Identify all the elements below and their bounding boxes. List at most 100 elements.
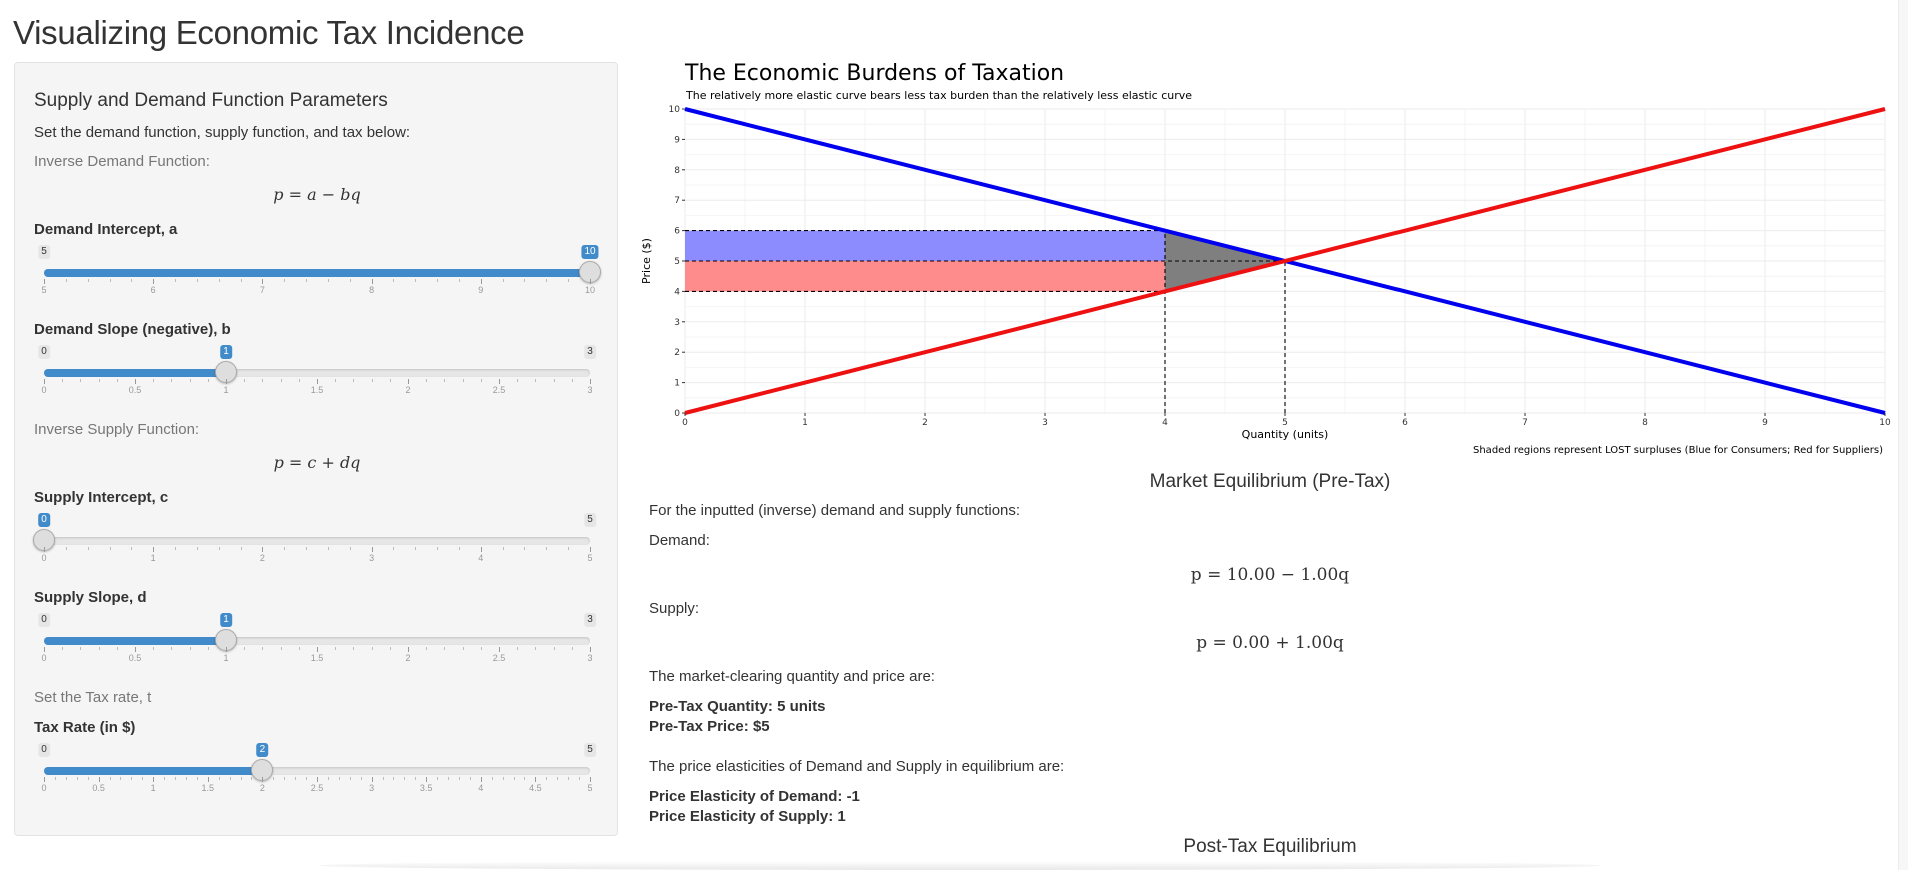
slider-minor-tick [415, 279, 417, 282]
slider-fill [44, 637, 226, 645]
slider-tick-label: 8 [369, 285, 375, 295]
slider-tick [153, 279, 155, 284]
slider-minor-tick [284, 547, 286, 550]
slider-tick-label: 2.5 [492, 385, 506, 395]
slider-minor-tick [175, 279, 177, 282]
slider-tick [262, 777, 264, 782]
slider-minor-tick [353, 379, 355, 382]
slider-fill [44, 369, 226, 377]
slider-minor-tick [98, 647, 100, 650]
slider-track[interactable] [44, 369, 590, 377]
demand-intercept-slider[interactable]: 510105678910 [34, 245, 601, 301]
slider-minor-tick [513, 777, 515, 780]
supply-intercept-label: Supply Intercept, c [34, 489, 169, 506]
slider-tick [371, 547, 373, 552]
slider-track[interactable] [44, 767, 590, 775]
slider-minor-tick [524, 547, 526, 550]
slider-tick-label: 5 [41, 285, 47, 295]
slider-value-label: 1 [220, 345, 232, 359]
slider-tick [226, 647, 227, 652]
slider-min-label: 0 [38, 345, 50, 359]
slider-minor-tick [426, 647, 428, 650]
slider-minor-tick [196, 777, 198, 780]
slider-minor-tick [262, 647, 264, 650]
y-tick-label: 1 [674, 379, 680, 389]
slider-minor-tick [568, 777, 570, 780]
slider-minor-tick [349, 777, 351, 780]
slider-minor-tick [175, 777, 177, 780]
slider-minor-tick [244, 647, 246, 650]
slider-minor-tick [382, 777, 384, 780]
slider-minor-tick [437, 279, 439, 282]
slider-minor-tick [327, 279, 329, 282]
slider-minor-tick [116, 379, 118, 382]
slider-track[interactable] [44, 537, 590, 545]
slider-max-label: 3 [584, 345, 596, 359]
slider-tick-label: 2.5 [492, 653, 506, 663]
slider-tick [44, 647, 45, 652]
slider-minor-tick [164, 777, 166, 780]
slider-tick-label: 5 [587, 783, 593, 793]
slider-track[interactable] [44, 269, 590, 277]
slider-minor-tick [244, 379, 246, 382]
slider-tick-label: 4 [478, 553, 484, 563]
slider-tick [135, 379, 136, 384]
slider-minor-tick [65, 777, 67, 780]
slider-minor-tick [349, 547, 351, 550]
supply-intercept-slider[interactable]: 050012345 [33, 513, 600, 569]
slider-tick-label: 4 [478, 783, 484, 793]
slider-minor-tick [76, 777, 78, 780]
demand-slope-slider[interactable]: 0 3 1 0 0.5 1 1.5 2 2.5 3 [34, 345, 600, 401]
slider-tick-label: 3 [369, 553, 375, 563]
slider-minor-tick [87, 547, 89, 550]
slider-ticks: 0 0.5 1 1.5 2 2.5 3 [41, 647, 593, 667]
slider-minor-tick [153, 379, 155, 382]
slider-minor-tick [62, 647, 64, 650]
footer-shadow [320, 861, 1600, 870]
slider-minor-tick [444, 647, 446, 650]
slider-minor-tick [458, 547, 460, 550]
slider-value-label: 1 [220, 613, 232, 627]
y-tick-label: 9 [674, 135, 680, 145]
slider-tick-label: 10 [584, 285, 596, 295]
slider-minor-tick [98, 379, 100, 382]
tax-rate-slider[interactable]: 0 5 2 0 0.5 1 1.5 2 2.5 3 3.5 4 4.5 5 [34, 743, 600, 799]
slider-track[interactable] [44, 637, 590, 645]
slider-tick-label: 3 [587, 385, 593, 395]
supply-slope-slider[interactable]: 0 3 1 0 0.5 1 1.5 2 2.5 3 [34, 613, 600, 669]
plot-title: The Economic Burdens of Taxation [685, 61, 1065, 86]
slider-tick-label: 9 [478, 285, 484, 295]
demand-slope-label: Demand Slope (negative), b [34, 321, 231, 338]
page-scrollbar[interactable] [1898, 0, 1908, 870]
slider-minor-tick [131, 279, 133, 282]
slider-tick-label: 1.5 [310, 385, 324, 395]
supply-equation: p = 0.00 + 1.00q [1196, 633, 1344, 653]
slider-minor-tick [251, 777, 253, 780]
slider-minor-tick [415, 547, 417, 550]
slider-minor-tick [579, 777, 581, 780]
pre-tax-intro: For the inputted (inverse) demand and su… [649, 502, 1021, 519]
slider-minor-tick [327, 777, 329, 780]
slider-minor-tick [458, 777, 460, 780]
slider-minor-tick [153, 647, 155, 650]
slider-minor-tick [189, 647, 191, 650]
y-tick-label: 8 [674, 166, 680, 176]
plot-caption: Shaded regions represent LOST surpluses … [1473, 445, 1883, 456]
slider-minor-tick [306, 777, 308, 780]
x-tick-label: 8 [1642, 418, 1648, 428]
slider-value-label: 2 [256, 743, 269, 757]
slider-minor-tick [207, 379, 209, 382]
slider-minor-tick [437, 547, 439, 550]
slider-value-label: 10 [581, 245, 599, 259]
slider-tick-label: 0 [41, 553, 47, 563]
slider-min-label: 5 [38, 245, 50, 259]
y-tick-label: 2 [674, 348, 680, 358]
slider-minor-tick [87, 777, 89, 780]
supply-curve [684, 107, 1886, 415]
pre-tax-heading: Market Equilibrium (Pre-Tax) [1149, 471, 1391, 492]
slider-minor-tick [131, 777, 133, 780]
slider-minor-tick [262, 379, 264, 382]
slider-tick [480, 279, 482, 284]
pre-tax-price: Pre-Tax Price: $5 [649, 718, 770, 735]
slider-tick-label: 1 [223, 385, 229, 395]
